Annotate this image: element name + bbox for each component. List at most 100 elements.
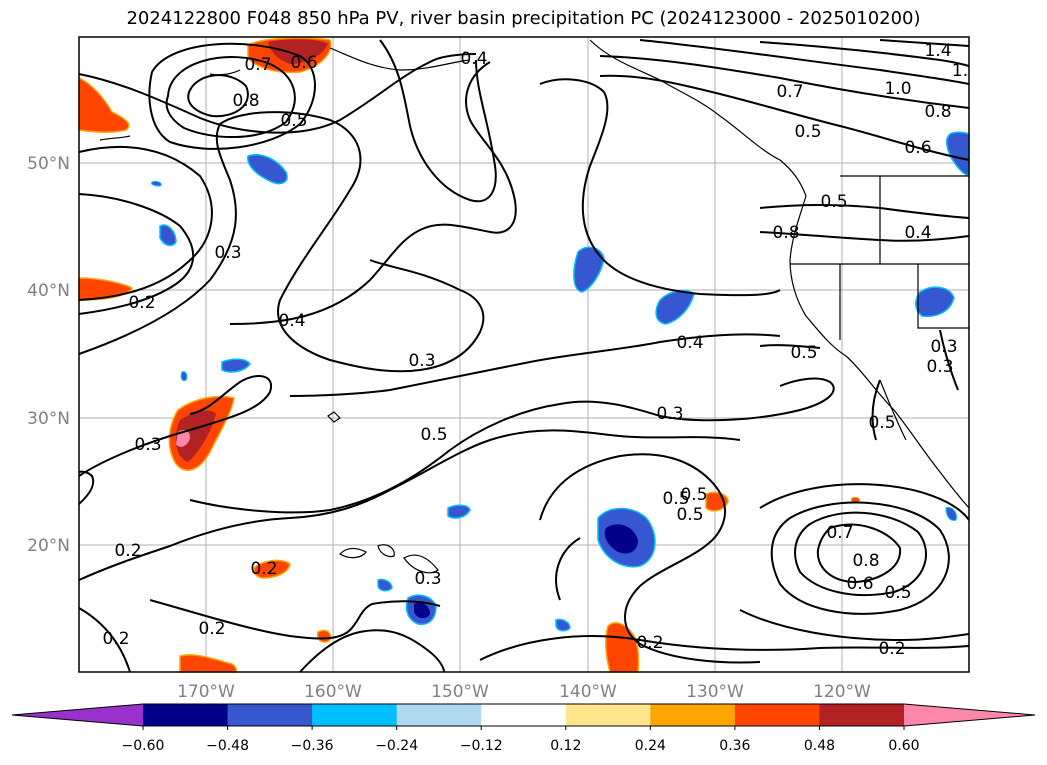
contour-06: [148, 42, 316, 150]
contour-02-sw: [78, 607, 131, 673]
patch-30n-max: [176, 430, 190, 447]
contour-08-low: [187, 74, 249, 118]
contour-label: 0.3: [656, 404, 683, 424]
island-1: [327, 411, 341, 423]
contour-label: 0.3: [134, 435, 161, 455]
contour-west-bump: [78, 470, 95, 505]
contour-label: 0.8: [852, 551, 879, 571]
pv-contours: [78, 39, 970, 673]
contour-05-ne: [599, 74, 970, 161]
colorbar-tick-label: −0.36: [291, 738, 334, 754]
contour-08-us: [759, 231, 970, 242]
contour-label: 0.3: [930, 337, 957, 357]
lon-label: 160°W: [304, 682, 362, 702]
patch-north-dark: [268, 39, 328, 64]
contour-label: 1.0: [884, 79, 911, 99]
colorbar-segment: [650, 704, 736, 726]
contour-05: [78, 53, 477, 134]
contour-04-west: [78, 193, 195, 315]
contour-label: 0.2: [114, 541, 141, 561]
lat-label: 50°N: [27, 154, 70, 174]
colorbar-tick-label: 0.36: [719, 738, 750, 754]
contour-03-central: [189, 377, 835, 514]
map-frame: [78, 36, 970, 673]
contour-04-east: [539, 78, 781, 297]
contour-label: 0.5: [680, 485, 707, 505]
patch-neg-tiny-2: [180, 371, 188, 381]
island-2: [339, 547, 367, 559]
contour-label: 0.5: [662, 489, 689, 509]
colorbar-tick-label: 0.48: [804, 738, 835, 754]
contour-04-trough: [379, 39, 497, 203]
lon-label: 120°W: [813, 682, 871, 702]
contour-07-ne: [599, 55, 970, 109]
patch-neg-mexico: [945, 507, 957, 521]
graticule: [79, 37, 969, 672]
patch-south-tiny: [316, 629, 332, 643]
border-states-4: [917, 264, 969, 329]
contour-label: 0.3: [214, 243, 241, 263]
colorbar-tick-label: 0.24: [635, 738, 666, 754]
patch-neg-50n: [247, 154, 288, 185]
contour-label: 0.2: [102, 629, 129, 649]
patch-neg-south-core: [414, 602, 430, 619]
contour-05-us: [759, 204, 970, 219]
contour-03-west: [78, 146, 213, 301]
contour-label: 0.3: [926, 357, 953, 377]
contour-02-south: [479, 635, 970, 661]
contour-05-central: [78, 429, 741, 581]
contour-label: 0.6: [904, 138, 931, 158]
patch-neg-great-basin: [915, 286, 955, 318]
contour-label: 0.2: [250, 559, 277, 579]
contour-label: 0.4: [278, 311, 305, 331]
contour-label: 0.5: [420, 425, 447, 445]
map-title: 2024122800 F048 850 hPa PV, river basin …: [126, 8, 921, 29]
patch-neg-small-a: [377, 578, 393, 592]
contour-label: 0.5: [868, 413, 895, 433]
colorbar-tick-label: −0.60: [122, 738, 165, 754]
contour-label: 0.2: [198, 619, 225, 639]
contour-label: 0.2: [636, 633, 663, 653]
lon-label: 130°W: [686, 682, 744, 702]
contour-label: 0.5: [280, 111, 307, 131]
contour-05-east: [539, 453, 761, 664]
contour-04-central: [289, 333, 781, 397]
contour-label: 0.7: [776, 82, 803, 102]
contour-label: 0.8: [772, 223, 799, 243]
contour-07-high: [794, 511, 927, 597]
contour-label: 0.3: [408, 351, 435, 371]
contour-08-ne: [639, 39, 970, 85]
colorbar-extend-low: [12, 704, 143, 726]
contour-label: 0.8: [924, 102, 951, 122]
colorbar-tick-label: −0.24: [375, 738, 418, 754]
contour-08-high: [816, 523, 902, 584]
coast-alaska-south: [329, 47, 471, 71]
contour-label: 0.4: [460, 49, 487, 69]
coast-aleutian-2: [99, 135, 131, 141]
lat-label: 30°N: [27, 409, 70, 429]
colorbar-segment: [396, 704, 482, 726]
colorbar-tick-label: 0.60: [888, 738, 919, 754]
contour-04-mid: [229, 61, 517, 325]
colorbar-segment: [565, 704, 651, 726]
negative-anomalies: [151, 131, 970, 632]
contour-label: 1.: [952, 61, 968, 81]
patch-neg-northeast: [945, 131, 970, 177]
contour-label: 1.4: [924, 41, 951, 61]
contour-label: 0.5: [820, 192, 847, 212]
colorbar-tick-label: −0.48: [206, 738, 249, 754]
colorbar-segment: [481, 704, 567, 726]
contour-labels: 0.4 1.4 1. 1.0 0.7 0.8 0.5 0.6 0.7 0.6 0…: [102, 41, 968, 659]
islands: [327, 411, 439, 574]
latitude-labels: 50°N 40°N 30°N 20°N: [27, 154, 70, 556]
contour-14-ne: [879, 39, 970, 47]
contour-label: 0.6: [290, 53, 317, 73]
contour-label: 0.3: [414, 569, 441, 589]
contour-label: 0.5: [884, 583, 911, 603]
contour-03-mex: [939, 329, 959, 391]
contour-07: [165, 56, 296, 139]
colorbar-segment: [227, 704, 313, 726]
lon-label: 150°W: [431, 682, 489, 702]
lon-label: 140°W: [559, 682, 617, 702]
contour-label: 0.8: [232, 91, 259, 111]
